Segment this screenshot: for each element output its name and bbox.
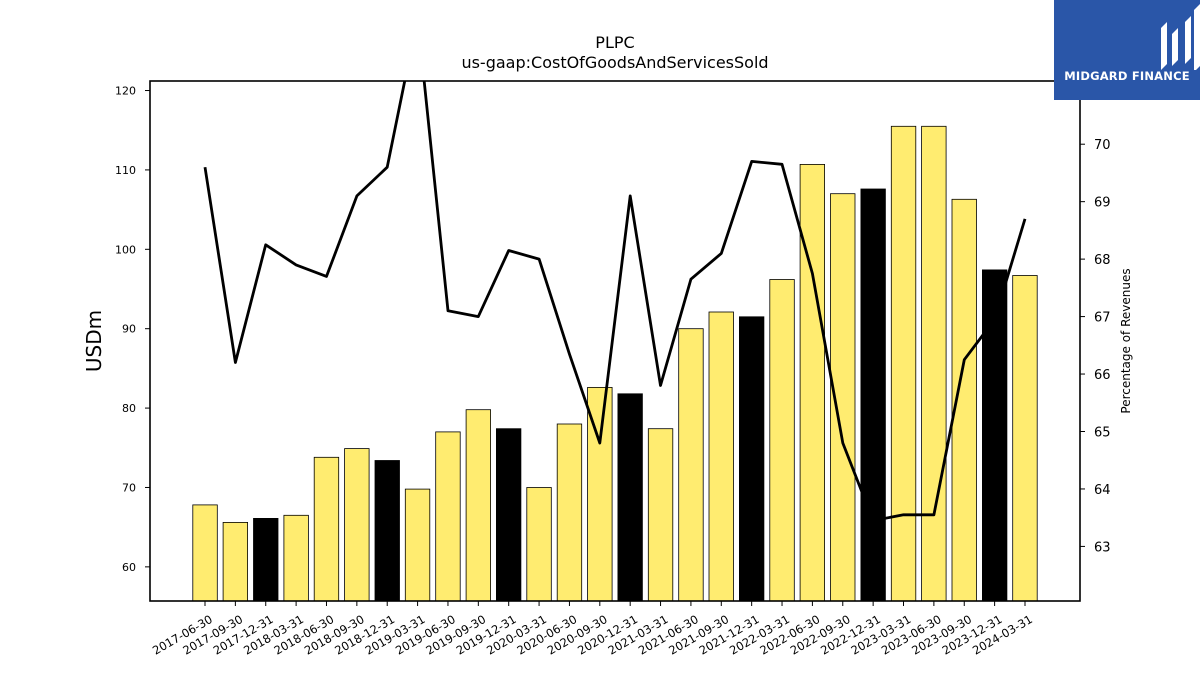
y-tick-label: 70 <box>122 481 136 494</box>
bar-2021-09-30 <box>708 311 734 602</box>
bar-series <box>192 125 1038 602</box>
y-tick-label: 100 <box>115 243 136 256</box>
logo-text: MIDGARD FINANCE <box>1064 69 1190 83</box>
y2-tick-label: 65 <box>1094 425 1111 440</box>
bar-2019-12-31 <box>495 428 522 602</box>
bar-2020-12-31 <box>617 393 643 602</box>
bar-2021-06-30 <box>678 328 704 602</box>
y2-tick-label: 66 <box>1094 368 1111 383</box>
y2-tick-label: 64 <box>1094 483 1111 498</box>
y-tick-label: 120 <box>115 85 136 98</box>
bar-2022-06-30 <box>799 163 825 602</box>
y2-tick-label: 69 <box>1094 196 1111 211</box>
y-axis-label: USDm <box>82 310 106 372</box>
y2-tick-label: 63 <box>1094 540 1111 555</box>
bar-2023-12-31 <box>982 269 1008 602</box>
bar-2018-09-30 <box>344 448 370 602</box>
bar-2020-06-30 <box>556 423 583 602</box>
line-series <box>203 81 1027 522</box>
y-tick-label: 110 <box>115 164 136 177</box>
y-axis-left: 60 70 80 90 100 110 120 <box>115 85 150 574</box>
bar-2017-06-30 <box>192 504 218 602</box>
y2-tick-label: 67 <box>1094 311 1111 326</box>
bar-2020-03-31 <box>526 487 552 602</box>
logo-mark-icon <box>1161 4 1200 70</box>
bar-2018-03-31 <box>283 514 309 602</box>
bar-2022-03-31 <box>769 279 795 602</box>
bar-2021-12-31 <box>739 316 765 602</box>
bar-2023-03-31 <box>890 125 917 602</box>
bar-2018-06-30 <box>313 456 340 602</box>
y-tick-label: 80 <box>122 402 136 415</box>
bar-2019-03-31 <box>404 488 431 602</box>
bar-2018-12-31 <box>374 460 400 602</box>
bar-2021-03-31 <box>647 428 674 602</box>
y-tick-label: 60 <box>122 561 136 574</box>
y2-tick-label: 68 <box>1094 253 1111 268</box>
bar-2023-06-30 <box>921 125 947 602</box>
bar-2024-03-31 <box>1012 275 1038 602</box>
y-tick-label: 90 <box>122 323 136 336</box>
y-axis-right: 63 64 65 66 67 68 69 70 <box>1080 138 1111 555</box>
plot-frame <box>149 80 1081 602</box>
percentage-line <box>203 81 1027 522</box>
bar-2017-09-30 <box>222 522 249 602</box>
midgard-finance-logo: MIDGARD FINANCE <box>1054 0 1200 100</box>
bar-2022-12-31 <box>860 188 886 602</box>
bar-2019-06-30 <box>435 431 461 602</box>
bar-2019-09-30 <box>465 409 492 602</box>
y2-axis-label: Percentage of Revenues <box>1119 268 1133 413</box>
chart-title: PLPC <box>595 33 634 52</box>
y2-tick-label: 70 <box>1094 138 1111 153</box>
x-axis: 2017-06-302017-09-302017-12-312018-03-31… <box>150 601 1035 658</box>
bar-2017-12-31 <box>253 518 279 602</box>
chart-subtitle: us-gaap:CostOfGoodsAndServicesSold <box>461 53 768 72</box>
